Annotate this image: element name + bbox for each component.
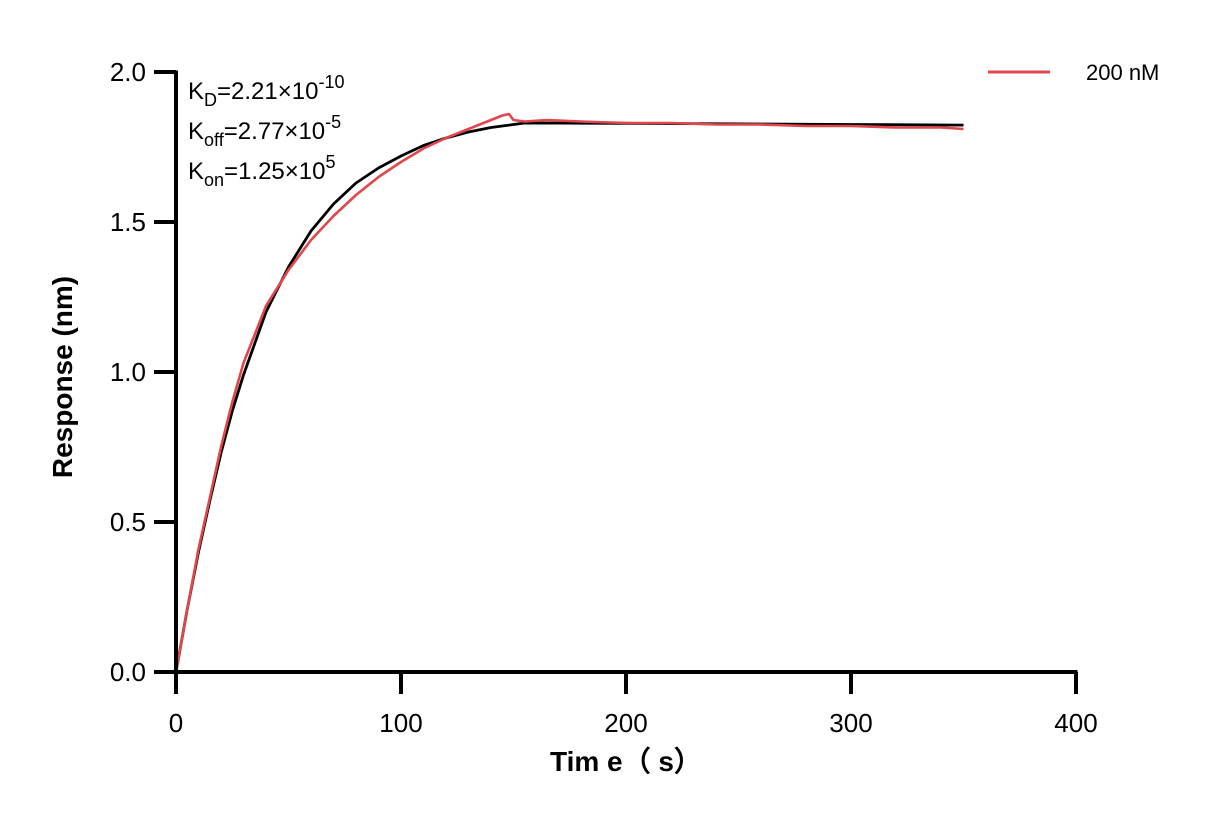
y-tick-label: 1.0 xyxy=(110,357,146,387)
x-tick-label: 300 xyxy=(829,708,872,738)
x-axis-title: Tim e（ s） xyxy=(550,745,702,777)
legend: 200 nM xyxy=(988,60,1159,85)
legend-label-200nM: 200 nM xyxy=(1086,60,1159,85)
y-axis-title: Response (nm) xyxy=(47,276,78,478)
kinetic-constant-on: Kon=1.25×105 xyxy=(188,152,336,190)
series-200nM-line xyxy=(174,112,964,673)
x-tick-label: 0 xyxy=(169,708,183,738)
y-tick-label: 0.5 xyxy=(110,507,146,537)
x-tick-label: 400 xyxy=(1054,708,1097,738)
fit-curve-line xyxy=(174,121,964,673)
x-tick-label: 200 xyxy=(604,708,647,738)
kinetic-constant-off: Koff=2.77×10-5 xyxy=(188,112,341,150)
y-tick-label: 1.5 xyxy=(110,207,146,237)
kinetic-constant-d: KD=2.21×10-10 xyxy=(188,72,344,110)
axes: 0 100 200 300 400 0.0 0.5 1.0 1.5 2.0 xyxy=(110,57,1098,738)
x-tick-label: 100 xyxy=(379,708,422,738)
plot-area xyxy=(174,112,964,673)
y-tick-label: 0.0 xyxy=(110,657,146,687)
y-tick-label: 2.0 xyxy=(110,57,146,87)
